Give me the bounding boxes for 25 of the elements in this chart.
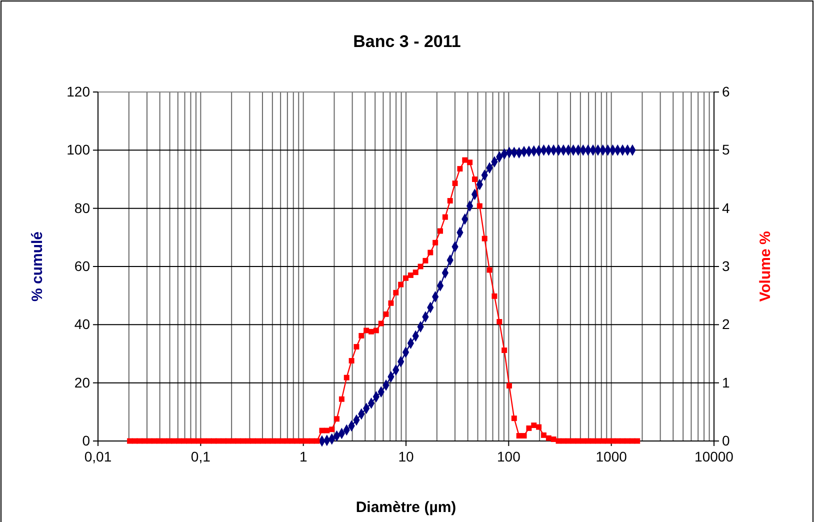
y-tick-label: 0 [82,432,90,448]
chart-title: Banc 3 - 2011 [353,32,461,51]
y-axis-title: % cumulé [29,231,46,302]
x-tick-label: 0,01 [84,448,112,465]
x-tick-label: 100 [496,448,521,465]
y2-tick-label: 4 [722,200,730,216]
x-tick-label: 1 [299,448,308,465]
y2-tick-label: 2 [722,316,730,332]
y2-tick-label: 3 [722,258,730,274]
y2-tick-label: 5 [722,142,730,158]
x-tick-label: 0,1 [190,448,211,465]
x-tick-label: 10 [398,448,414,465]
y2-tick-label: 1 [722,374,730,390]
y-tick-label: 60 [74,258,90,274]
x-tick-label: 1000 [596,448,628,465]
y-tick-label: 40 [74,316,90,332]
x-axis-title: Diamètre (µm) [356,499,456,516]
y-tick-label: 80 [74,200,90,216]
y-tick-label: 120 [66,83,90,100]
y-tick-label: 100 [66,142,90,158]
y2-tick-label: 0 [722,432,730,448]
y2-tick-label: 6 [722,83,730,100]
y2-axis-title: Volume % [757,231,774,302]
y-tick-label: 20 [74,374,90,390]
x-tick-label: 10000 [694,448,734,465]
